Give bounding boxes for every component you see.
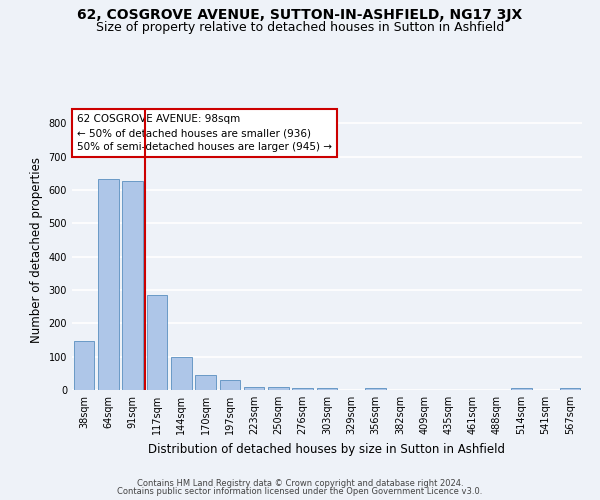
Text: Size of property relative to detached houses in Sutton in Ashfield: Size of property relative to detached ho…	[96, 21, 504, 34]
Bar	[268, 386, 289, 390]
Bar	[74, 340, 94, 390]
Bar	[317, 388, 337, 390]
Bar	[220, 380, 240, 390]
Text: 62 COSGROVE AVENUE: 98sqm
← 50% of detached houses are smaller (936)
50% of semi: 62 COSGROVE AVENUE: 98sqm ← 50% of detac…	[77, 114, 332, 152]
Bar	[511, 388, 532, 390]
Bar	[560, 388, 580, 390]
Bar	[122, 180, 143, 390]
Text: Contains public sector information licensed under the Open Government Licence v3: Contains public sector information licen…	[118, 487, 482, 496]
Bar	[244, 386, 265, 390]
Text: Contains HM Land Registry data © Crown copyright and database right 2024.: Contains HM Land Registry data © Crown c…	[137, 478, 463, 488]
Bar	[365, 388, 386, 390]
Text: Distribution of detached houses by size in Sutton in Ashfield: Distribution of detached houses by size …	[149, 442, 505, 456]
Bar	[98, 180, 119, 390]
Bar	[195, 374, 216, 390]
Bar	[292, 388, 313, 390]
Bar	[171, 356, 191, 390]
Text: 62, COSGROVE AVENUE, SUTTON-IN-ASHFIELD, NG17 3JX: 62, COSGROVE AVENUE, SUTTON-IN-ASHFIELD,…	[77, 8, 523, 22]
Y-axis label: Number of detached properties: Number of detached properties	[30, 157, 43, 343]
Bar	[146, 295, 167, 390]
